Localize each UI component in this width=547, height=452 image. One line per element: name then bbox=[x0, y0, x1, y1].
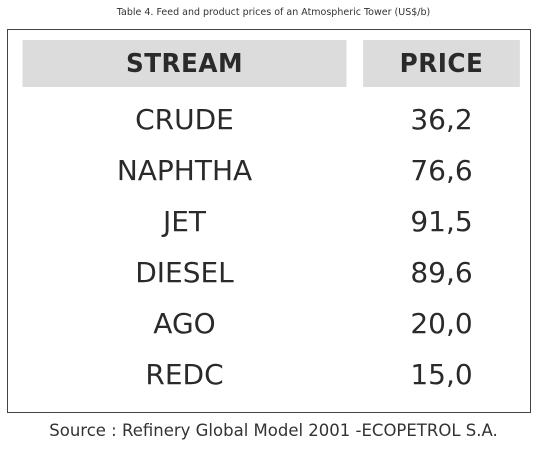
price-cell: 15,0 bbox=[410, 357, 473, 391]
stream-cell: DIESEL bbox=[135, 255, 234, 289]
price-cell: 76,6 bbox=[410, 153, 473, 187]
stream-cell: JET bbox=[162, 204, 207, 238]
column-header-stream: STREAM bbox=[22, 40, 347, 87]
column-header-price: PRICE bbox=[363, 40, 520, 87]
stream-cell: NAPHTHA bbox=[116, 153, 253, 187]
table-caption: Table 4. Feed and product prices of an A… bbox=[116, 7, 431, 18]
table-row: REDC 15,0 bbox=[14, 351, 524, 397]
price-cell: 91,5 bbox=[410, 204, 473, 238]
table-row: CRUDE 36,2 bbox=[14, 96, 524, 142]
table-row: NAPHTHA 76,6 bbox=[14, 147, 524, 193]
stream-cell: REDC bbox=[145, 357, 224, 391]
source-note: Source : Refinery Global Model 2001 -ECO… bbox=[49, 421, 498, 440]
table-row: DIESEL 89,6 bbox=[14, 249, 524, 295]
table-row: AGO 20,0 bbox=[14, 300, 524, 346]
price-cell: 89,6 bbox=[410, 255, 473, 289]
stream-cell: AGO bbox=[153, 306, 216, 340]
price-table: STREAM PRICE CRUDE 36,2 NAPHTHA 76,6 JET… bbox=[7, 29, 531, 413]
table-row: JET 91,5 bbox=[14, 198, 524, 244]
price-cell: 20,0 bbox=[410, 306, 473, 340]
price-cell: 36,2 bbox=[410, 102, 473, 136]
stream-cell: CRUDE bbox=[135, 102, 234, 136]
